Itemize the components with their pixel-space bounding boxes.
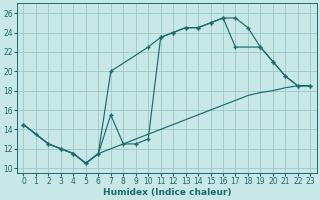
X-axis label: Humidex (Indice chaleur): Humidex (Indice chaleur) — [103, 188, 231, 197]
